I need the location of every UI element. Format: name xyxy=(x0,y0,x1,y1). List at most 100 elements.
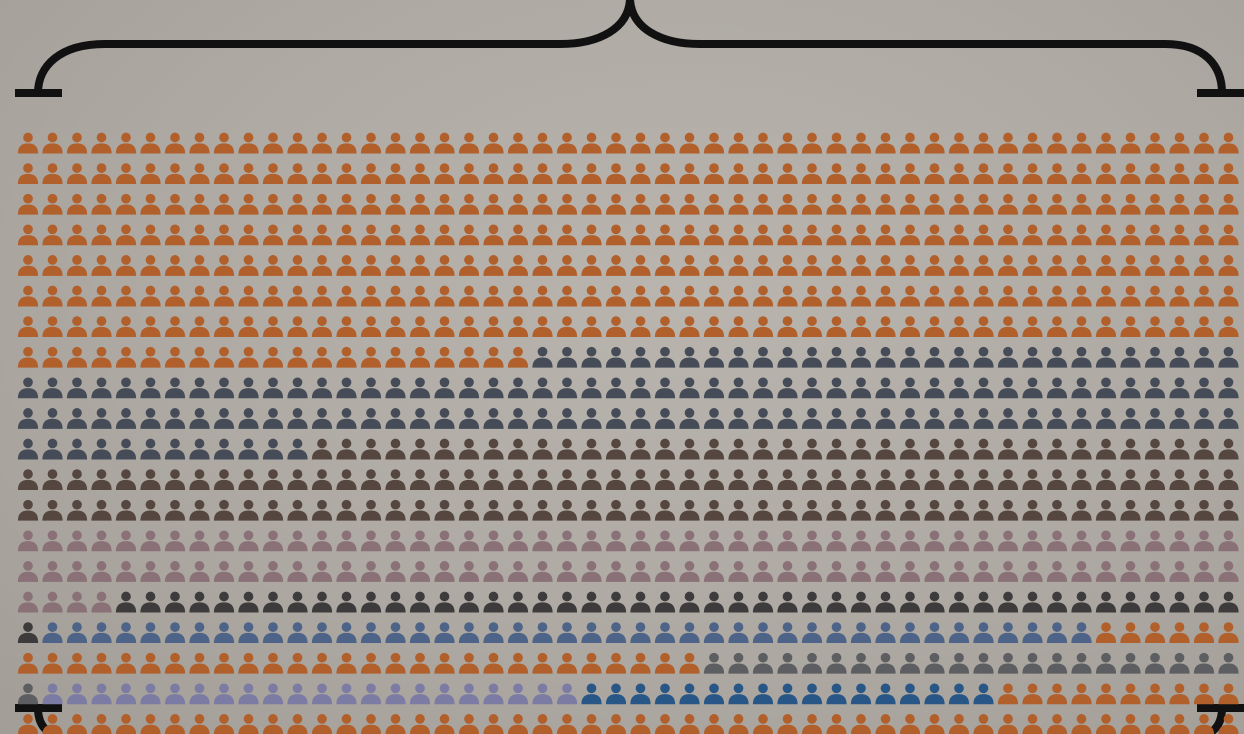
person-icon xyxy=(67,347,87,368)
person-icon xyxy=(1169,469,1189,490)
person-icon xyxy=(361,347,381,368)
person-icon xyxy=(336,622,356,643)
person-icon xyxy=(973,286,993,307)
person-icon xyxy=(802,439,822,460)
person-icon xyxy=(238,714,258,734)
person-icon xyxy=(459,163,479,184)
person-icon xyxy=(434,286,454,307)
person-icon xyxy=(875,714,895,734)
person-icon xyxy=(67,194,87,215)
person-icon xyxy=(802,530,822,551)
person-icon xyxy=(165,530,185,551)
person-icon xyxy=(1169,683,1189,704)
person-icon xyxy=(532,347,552,368)
person-icon xyxy=(704,683,724,704)
person-icon xyxy=(1194,224,1214,245)
person-icon xyxy=(18,347,38,368)
person-icon xyxy=(924,561,944,582)
person-icon xyxy=(459,286,479,307)
person-icon xyxy=(1169,224,1189,245)
person-icon xyxy=(851,133,871,154)
person-icon xyxy=(1169,653,1189,674)
person-icon xyxy=(826,469,846,490)
person-icon xyxy=(998,133,1018,154)
person-icon xyxy=(826,224,846,245)
person-icon xyxy=(361,653,381,674)
person-icon xyxy=(655,653,675,674)
person-icon xyxy=(116,133,136,154)
person-icon xyxy=(1169,714,1189,734)
person-icon xyxy=(287,469,307,490)
person-icon xyxy=(679,194,699,215)
person-icon xyxy=(91,255,111,276)
person-icon xyxy=(753,133,773,154)
person-icon xyxy=(581,561,601,582)
person-icon xyxy=(777,347,797,368)
person-icon xyxy=(165,622,185,643)
person-icon xyxy=(924,714,944,734)
person-icon xyxy=(385,224,405,245)
person-icon xyxy=(655,500,675,521)
person-icon xyxy=(459,347,479,368)
person-icon xyxy=(336,530,356,551)
person-icon xyxy=(263,316,283,337)
person-icon xyxy=(508,683,528,704)
person-icon xyxy=(1120,286,1140,307)
person-icon xyxy=(802,347,822,368)
person-icon xyxy=(1022,347,1042,368)
person-icon xyxy=(900,224,920,245)
person-icon xyxy=(777,530,797,551)
person-icon xyxy=(336,653,356,674)
person-icon xyxy=(312,469,332,490)
person-icon xyxy=(949,500,969,521)
person-icon xyxy=(728,653,748,674)
person-icon xyxy=(900,561,920,582)
person-icon xyxy=(483,561,503,582)
person-icon xyxy=(434,592,454,613)
person-icon xyxy=(900,133,920,154)
person-icon xyxy=(1120,622,1140,643)
person-icon xyxy=(753,714,773,734)
person-icon xyxy=(851,224,871,245)
person-icon xyxy=(67,714,87,734)
person-icon xyxy=(1047,500,1067,521)
person-icon xyxy=(140,683,160,704)
person-icon xyxy=(410,622,430,643)
person-icon xyxy=(459,224,479,245)
person-icon xyxy=(753,255,773,276)
person-icon xyxy=(42,286,62,307)
person-icon xyxy=(1120,653,1140,674)
person-icon xyxy=(483,653,503,674)
person-icon xyxy=(361,255,381,276)
person-icon xyxy=(581,408,601,429)
person-icon xyxy=(802,133,822,154)
person-icon xyxy=(998,408,1018,429)
person-icon xyxy=(189,224,209,245)
person-icon xyxy=(214,377,234,398)
person-icon xyxy=(165,133,185,154)
person-icon xyxy=(263,439,283,460)
person-icon xyxy=(410,347,430,368)
person-icon xyxy=(116,347,136,368)
person-icon xyxy=(1047,286,1067,307)
person-icon xyxy=(263,530,283,551)
person-icon xyxy=(1047,561,1067,582)
person-icon xyxy=(1047,469,1067,490)
person-icon xyxy=(165,592,185,613)
person-icon xyxy=(91,133,111,154)
person-icon xyxy=(924,408,944,429)
person-icon xyxy=(900,653,920,674)
person-icon xyxy=(1145,561,1165,582)
person-icon xyxy=(508,255,528,276)
person-icon xyxy=(312,653,332,674)
person-icon xyxy=(679,255,699,276)
person-icon xyxy=(42,653,62,674)
person-icon xyxy=(1096,683,1116,704)
person-icon xyxy=(679,408,699,429)
person-icon xyxy=(949,561,969,582)
person-icon xyxy=(67,133,87,154)
person-icon xyxy=(483,683,503,704)
person-icon xyxy=(336,683,356,704)
person-icon xyxy=(557,469,577,490)
person-icon xyxy=(900,714,920,734)
